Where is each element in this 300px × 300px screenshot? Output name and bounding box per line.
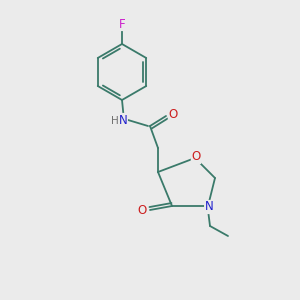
Text: H: H [111, 116, 119, 126]
Text: O: O [191, 151, 201, 164]
Text: N: N [118, 113, 127, 127]
Text: O: O [137, 205, 147, 218]
Text: F: F [119, 17, 125, 31]
Text: O: O [168, 107, 178, 121]
Text: N: N [205, 200, 213, 214]
